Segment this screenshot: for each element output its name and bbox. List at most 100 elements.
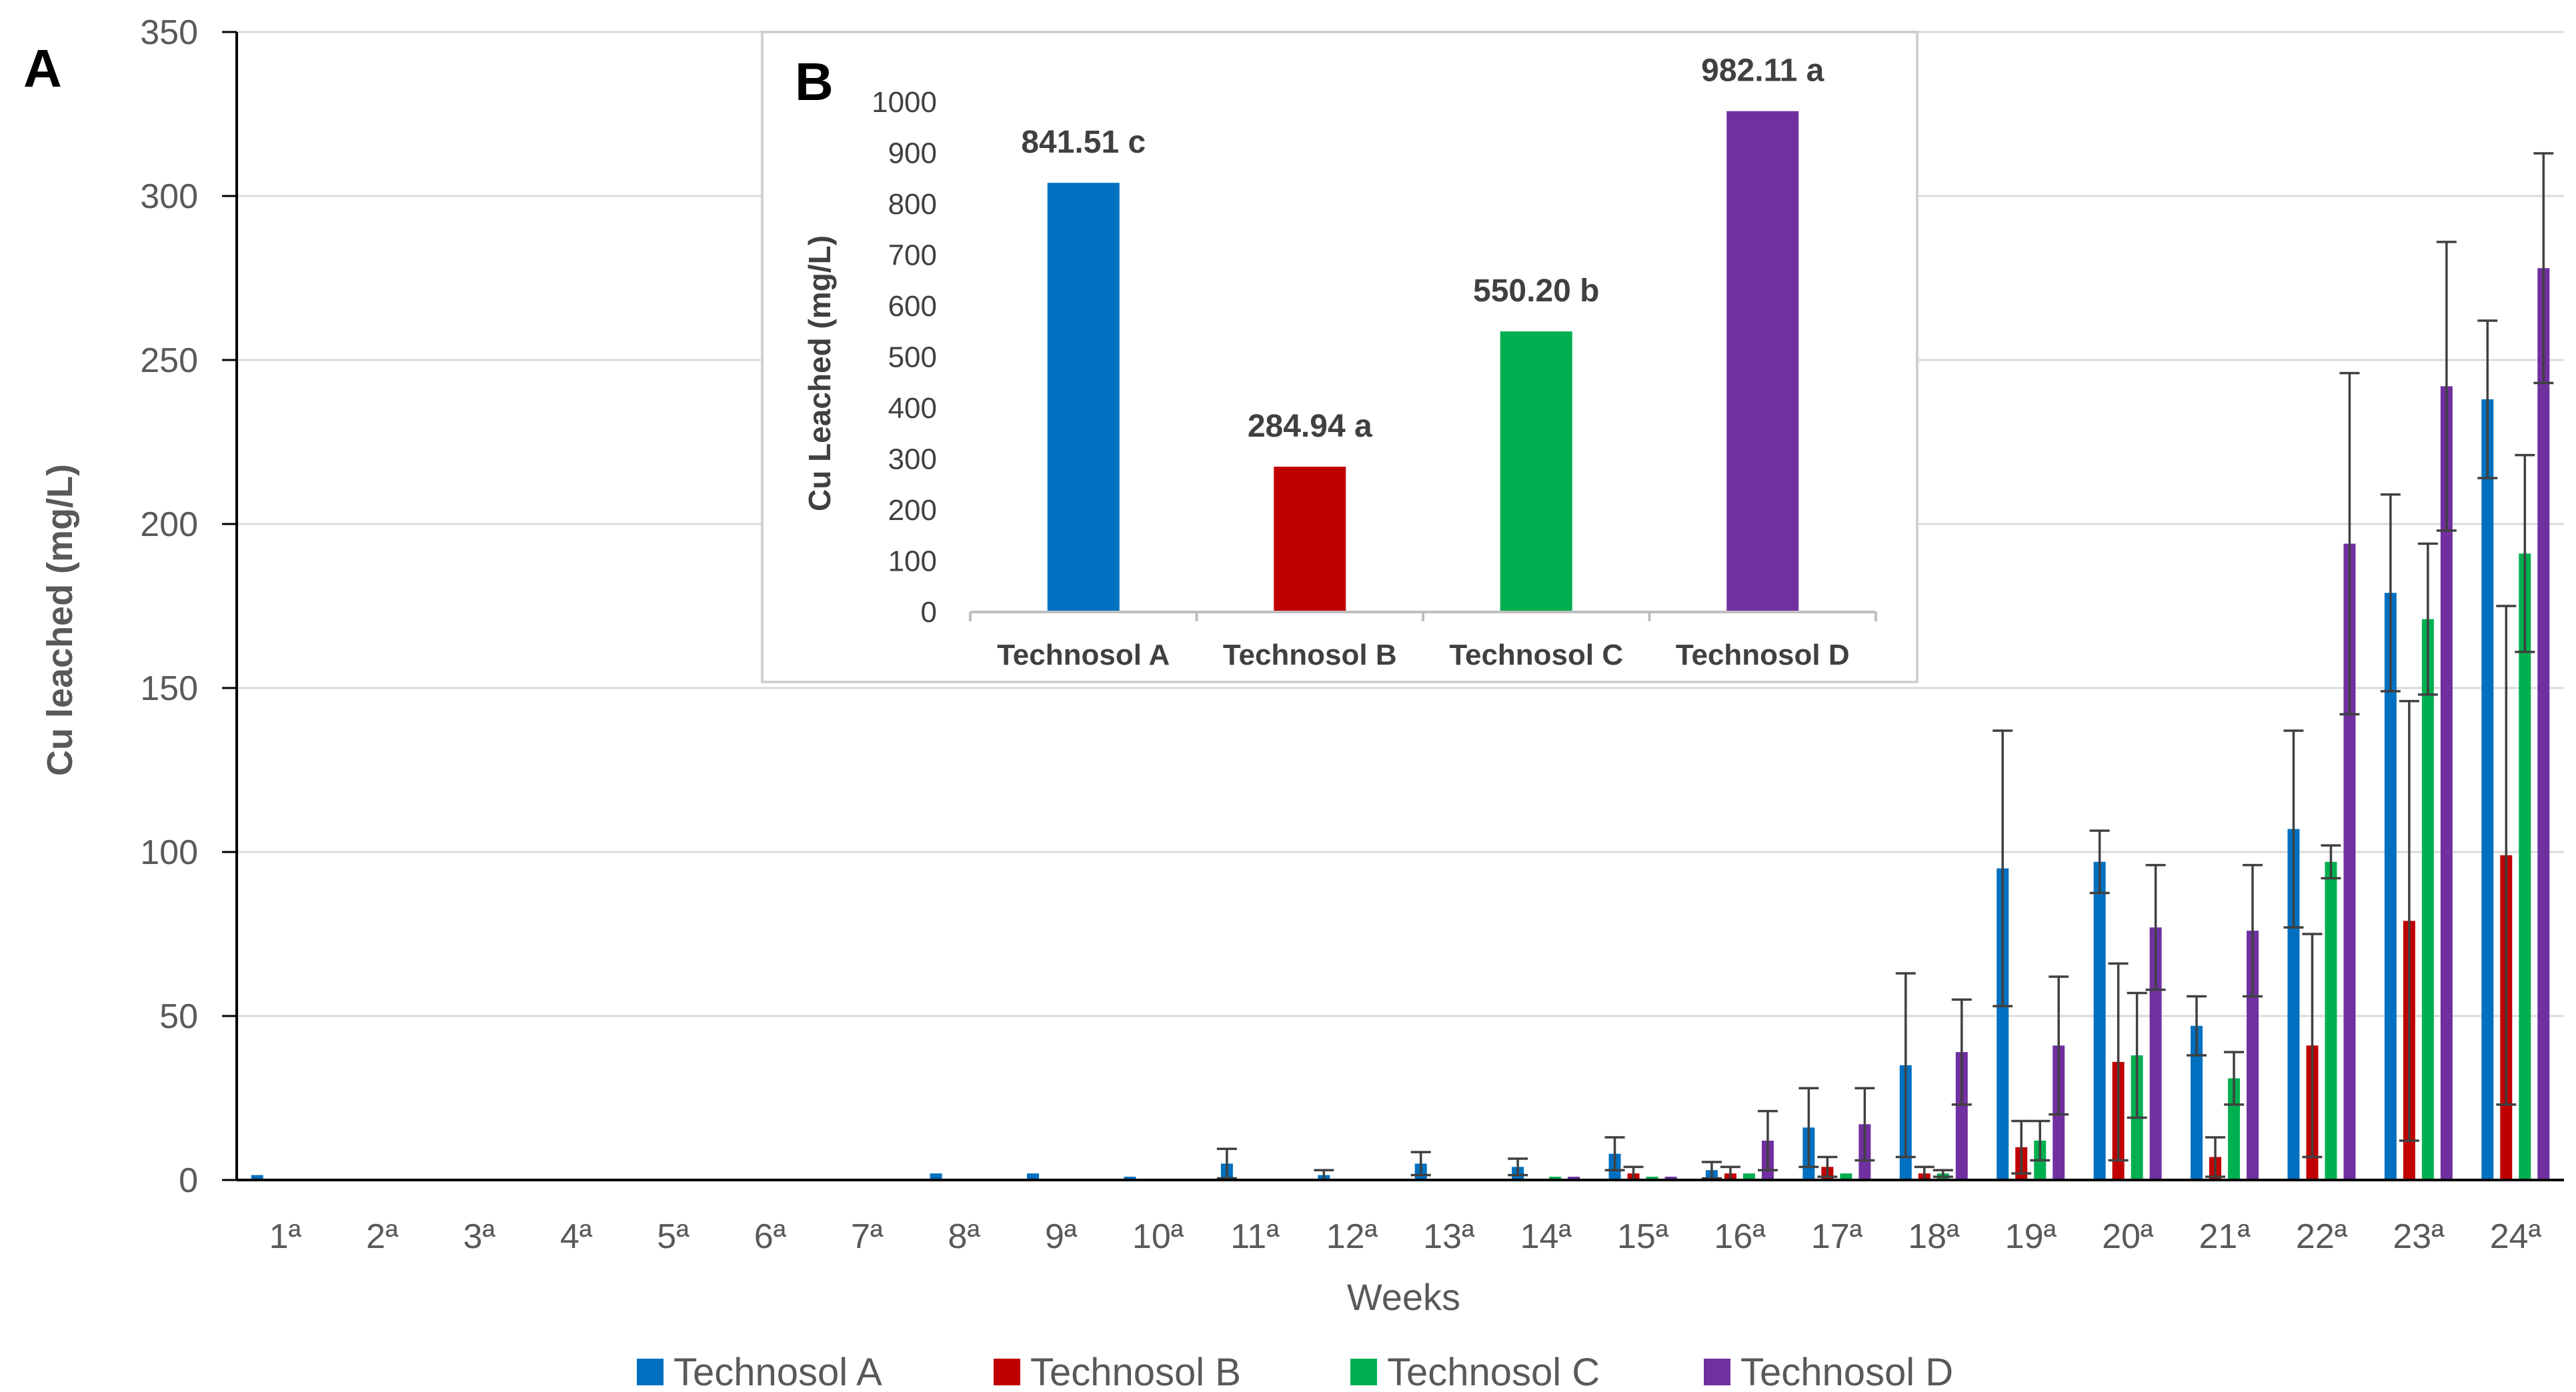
y-tick-label: 100 <box>140 833 198 872</box>
y-tick-label: 600 <box>888 290 937 323</box>
x-tick-label: 15ª <box>1617 1217 1669 1256</box>
y-tick-label: 400 <box>888 392 937 425</box>
x-tick-label: 4ª <box>560 1217 593 1256</box>
x-tick-label: 17ª <box>1811 1217 1863 1256</box>
legend-item-technosol-b: Technosol B <box>994 1351 1241 1392</box>
bar-technosol-a <box>2287 829 2300 1180</box>
chart-a-x-ticks: 1ª 2ª 3ª 4ª 5ª 6ª 7ª 8ª 9ª 10ª 11ª 12ª 13ª 14ª 15ª 16ª 1… <box>269 1217 2542 1256</box>
chart-a-x-label: Weeks <box>1347 1276 1460 1318</box>
x-tick-label: 16ª <box>1714 1217 1766 1256</box>
y-tick-label: 100 <box>888 545 937 578</box>
data-label: 284.94 a <box>1248 409 1372 444</box>
y-tick-label: 500 <box>888 341 937 374</box>
bar-technosol-d <box>1955 1052 1968 1180</box>
legend-swatch <box>1704 1359 1730 1385</box>
bar-technosol-c <box>1549 1177 1562 1180</box>
legend-label: Technosol A <box>674 1351 882 1392</box>
chart-a-legend: Technosol A Technosol B Technosol C Technos… <box>637 1351 1953 1392</box>
y-tick-label: 700 <box>888 239 937 272</box>
bar-technosol-d <box>2343 543 2356 1180</box>
chart-b-y-label: Cu Leached (mg/L) <box>802 235 837 511</box>
bar-technosol-d <box>2247 931 2259 1180</box>
legend-label: Technosol C <box>1387 1351 1600 1392</box>
bar-technosol-c <box>2519 553 2531 1180</box>
x-tick-label: 13ª <box>1423 1217 1475 1256</box>
y-tick-label: 200 <box>888 494 937 527</box>
x-tick-label: 7ª <box>851 1217 884 1256</box>
x-tick-label: 18ª <box>1908 1217 1960 1256</box>
x-category-label: Technosol B <box>1223 639 1397 671</box>
chart-a-error-bars <box>1216 152 2554 1181</box>
y-tick-label: 800 <box>888 188 937 221</box>
bar-technosol-d <box>2537 268 2550 1180</box>
x-tick-label: 19ª <box>2005 1217 2057 1256</box>
x-tick-label: 2ª <box>366 1217 399 1256</box>
panel-a-label: A <box>23 39 62 98</box>
bar-technosol-d <box>2440 386 2453 1180</box>
bar-technosol-a <box>2093 861 2106 1180</box>
bar-technosol-a <box>2191 1025 2203 1180</box>
y-tick-label: 300 <box>140 177 198 216</box>
x-tick-label: 6ª <box>754 1217 787 1256</box>
y-tick-label: 350 <box>140 13 198 52</box>
x-tick-label: 24ª <box>2490 1217 2542 1256</box>
y-tick-label: 0 <box>921 596 937 629</box>
bar-technosol-d <box>1664 1177 1677 1180</box>
x-tick-label: 23ª <box>2393 1217 2445 1256</box>
x-tick-label: 11ª <box>1230 1217 1280 1256</box>
data-label: 550.20 b <box>1473 273 1599 309</box>
x-tick-label: 9ª <box>1045 1217 1078 1256</box>
x-category-label: Technosol A <box>997 639 1170 671</box>
y-tick-label: 250 <box>140 341 198 380</box>
x-category-label: Technosol D <box>1676 639 1850 671</box>
x-tick-label: 21ª <box>2199 1217 2251 1256</box>
legend-label: Technosol D <box>1740 1351 1953 1392</box>
y-tick-label: 0 <box>179 1161 198 1200</box>
data-label: 841.51 c <box>1021 125 1146 160</box>
y-tick-label: 150 <box>140 669 198 708</box>
legend-item-technosol-d: Technosol D <box>1704 1351 1953 1392</box>
bar-technosol-b <box>1274 467 1346 612</box>
bar-technosol-c <box>2325 861 2337 1180</box>
bar-technosol-a <box>2384 593 2397 1180</box>
x-tick-label: 22ª <box>2296 1217 2348 1256</box>
chart-b-data-labels: 841.51 c 284.94 a 550.20 b 982.11 a <box>1021 53 1824 444</box>
bar-technosol-d <box>1726 111 1799 612</box>
y-tick-label: 200 <box>140 505 198 544</box>
legend-label: Technosol B <box>1030 1351 1241 1392</box>
chart-a: A 0 50 100 150 200 250 300 350 1ª 2ª 3ª 4ª 5ª 6ª 7ª 8ª… <box>23 13 2564 1392</box>
bar-technosol-a <box>251 1175 263 1180</box>
y-tick-label: 50 <box>159 997 198 1036</box>
bar-technosol-c <box>1646 1177 1658 1180</box>
chart-a-y-ticks: 0 50 100 150 200 250 300 350 <box>140 13 237 1200</box>
bar-technosol-a <box>2481 399 2494 1180</box>
x-tick-label: 5ª <box>657 1217 690 1256</box>
x-tick-label: 20ª <box>2102 1217 2154 1256</box>
x-tick-label: 14ª <box>1520 1217 1572 1256</box>
bar-technosol-a <box>1997 868 2009 1180</box>
legend-swatch <box>1350 1359 1377 1385</box>
panel-b-label: B <box>795 52 834 111</box>
legend-swatch <box>994 1359 1020 1385</box>
y-tick-label: 300 <box>888 443 937 476</box>
bar-technosol-c <box>2421 619 2434 1180</box>
x-category-label: Technosol C <box>1449 639 1623 671</box>
chart-b-y-ticks: 0 100 200 300 400 500 600 700 800 900 1000 <box>872 86 937 629</box>
chart-b-x-categories: Technosol A Technosol B Technosol C Technos… <box>969 612 1877 671</box>
bar-technosol-a <box>1124 1177 1136 1180</box>
legend-swatch <box>637 1359 664 1385</box>
legend-item-technosol-c: Technosol C <box>1350 1351 1600 1392</box>
bar-technosol-c <box>1840 1173 1852 1180</box>
x-tick-label: 10ª <box>1132 1217 1184 1256</box>
x-tick-label: 8ª <box>948 1217 981 1256</box>
bar-technosol-a <box>1027 1173 1040 1180</box>
chart-b: B 0 100 200 300 400 500 600 700 800 900 1000 Techn… <box>761 31 1918 683</box>
bar-technosol-a <box>1047 183 1120 612</box>
x-tick-label: 1ª <box>269 1217 302 1256</box>
data-label: 982.11 a <box>1701 53 1824 89</box>
y-tick-label: 900 <box>888 137 937 170</box>
chart-b-bars <box>1047 111 1799 612</box>
bar-technosol-a <box>930 1173 942 1180</box>
x-tick-label: 12ª <box>1326 1217 1378 1256</box>
